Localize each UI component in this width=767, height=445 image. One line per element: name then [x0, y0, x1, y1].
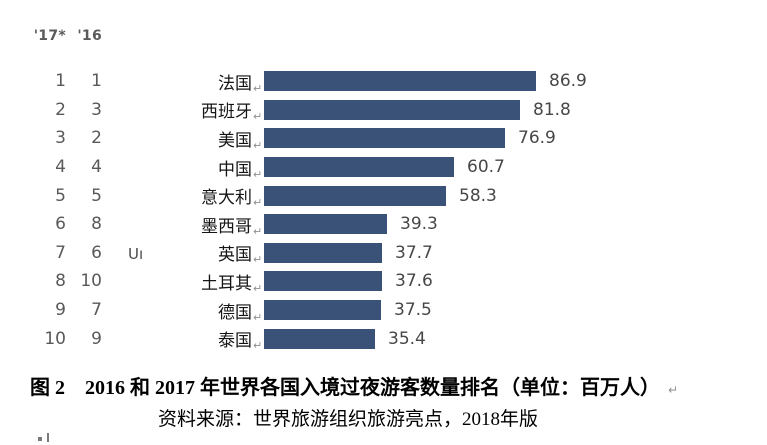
value-label: 76.9	[518, 128, 556, 149]
country-label: 德国	[218, 302, 252, 323]
return-mark: ↵	[253, 138, 263, 152]
chart-row: 4 4 中国↵ 60.7	[0, 153, 767, 182]
rank-2016: 6	[91, 242, 102, 263]
return-mark: ↵	[253, 310, 263, 324]
country-label: 意大利	[201, 188, 252, 209]
country-label: 泰国	[218, 331, 252, 352]
country-label-cell: 墨西哥↵	[102, 212, 263, 238]
rank-2016: 10	[80, 271, 102, 292]
value-label: 37.7	[395, 242, 433, 263]
bar	[264, 271, 382, 292]
country-label-cell: 美国↵	[102, 126, 263, 152]
rank-2016: 9	[91, 328, 102, 349]
country-label: 英国	[218, 245, 252, 266]
country-label-cell: 法国↵	[102, 69, 263, 95]
country-label-cell: 英国↵	[102, 240, 263, 267]
header-2016: '16	[77, 28, 102, 44]
bar	[264, 328, 375, 349]
chart-row: 9 7 德国↵ 37.5	[0, 296, 767, 325]
country-label: 土耳其	[201, 273, 252, 294]
country-label: 墨西哥	[201, 216, 252, 237]
rank-2016: 1	[91, 71, 102, 92]
chart-row: 8 10 土耳其↵ 37.6	[0, 267, 767, 296]
value-label: 37.5	[394, 300, 432, 321]
value-label: 60.7	[467, 157, 505, 178]
country-label-cell: 德国↵	[102, 298, 263, 324]
figure-caption: 图 2 2016 和 2017 年世界各国入境过夜游客数量排名（单位：百万人） ↵	[30, 371, 678, 400]
chart-row: 1 1 法国↵ 86.9	[0, 67, 767, 96]
rank-2016: 2	[91, 128, 102, 149]
rank-2017: 7	[55, 242, 66, 263]
chart-row: 7 6 英国↵ 37.7	[0, 239, 767, 268]
chart-row: 10 9 泰国↵ 35.4	[0, 324, 767, 353]
country-label-cell: 意大利↵	[102, 183, 263, 210]
rank-2017: 3	[55, 128, 66, 149]
rank-2017: 6	[55, 214, 66, 235]
bar-chart: 1 1 法国↵ 86.9 2 3 西班牙↵ 81.8 3 2 美国↵ 76.9 …	[0, 67, 767, 353]
country-label: 法国	[218, 73, 252, 94]
chart-row: 2 3 西班牙↵ 81.8	[0, 96, 767, 125]
country-label-cell: 泰国↵	[102, 326, 263, 353]
country-label-cell: 中国↵	[102, 155, 263, 181]
rank-2016: 5	[91, 185, 102, 206]
rank-2017: 10	[44, 328, 66, 349]
value-label: 86.9	[549, 71, 587, 92]
header-2017: '17*	[33, 28, 66, 44]
rank-2017: 1	[55, 71, 66, 92]
rank-2016: 4	[91, 157, 102, 178]
return-mark: ↵	[253, 281, 263, 295]
bar	[264, 99, 520, 120]
return-mark: ↵	[253, 339, 263, 353]
return-mark: ↵	[253, 167, 263, 181]
return-mark: ↵	[253, 81, 263, 95]
chart-row: 6 8 墨西哥↵ 39.3	[0, 210, 767, 239]
country-label: 美国	[218, 130, 252, 151]
country-label: 中国	[218, 159, 252, 180]
stray-text-fragment: Uı	[128, 245, 144, 263]
rank-2016: 8	[91, 214, 102, 235]
rank-2017: 4	[55, 157, 66, 178]
country-label: 西班牙	[201, 102, 252, 123]
value-label: 37.6	[395, 271, 433, 292]
source-line: 资料来源：世界旅游组织旅游亮点，2018年版	[158, 409, 539, 430]
chart-row: 5 5 意大利↵ 58.3	[0, 181, 767, 210]
rank-2017: 2	[55, 99, 66, 120]
bar	[264, 185, 446, 206]
bar	[264, 128, 505, 149]
value-label: 35.4	[388, 328, 426, 349]
rank-2017: 8	[55, 271, 66, 292]
value-label: 58.3	[459, 185, 497, 206]
chart-row: 3 2 美国↵ 76.9	[0, 124, 767, 153]
cutoff-text-fragment	[38, 437, 42, 441]
return-mark: ↵	[253, 224, 263, 238]
return-mark: ↵	[253, 253, 263, 267]
figure-caption-text: 图 2 2016 和 2017 年世界各国入境过夜游客数量排名（单位：百万人）	[30, 377, 660, 399]
rank-2016: 3	[91, 99, 102, 120]
rank-2016: 7	[91, 300, 102, 321]
cutoff-text-fragment	[47, 433, 49, 442]
return-mark: ↵	[668, 383, 679, 397]
bar	[264, 242, 382, 263]
bar	[264, 300, 381, 321]
return-mark: ↵	[253, 196, 263, 210]
bar	[264, 157, 454, 178]
value-label: 39.3	[400, 214, 438, 235]
country-label-cell: 土耳其↵	[102, 269, 263, 295]
rank-2017: 9	[55, 300, 66, 321]
value-label: 81.8	[533, 99, 571, 120]
rank-year-headers: '17* '16	[0, 28, 102, 44]
rank-2017: 5	[55, 185, 66, 206]
bar	[264, 71, 536, 92]
bar	[264, 214, 387, 235]
return-mark: ↵	[253, 110, 263, 124]
country-label-cell: 西班牙↵	[102, 97, 263, 124]
